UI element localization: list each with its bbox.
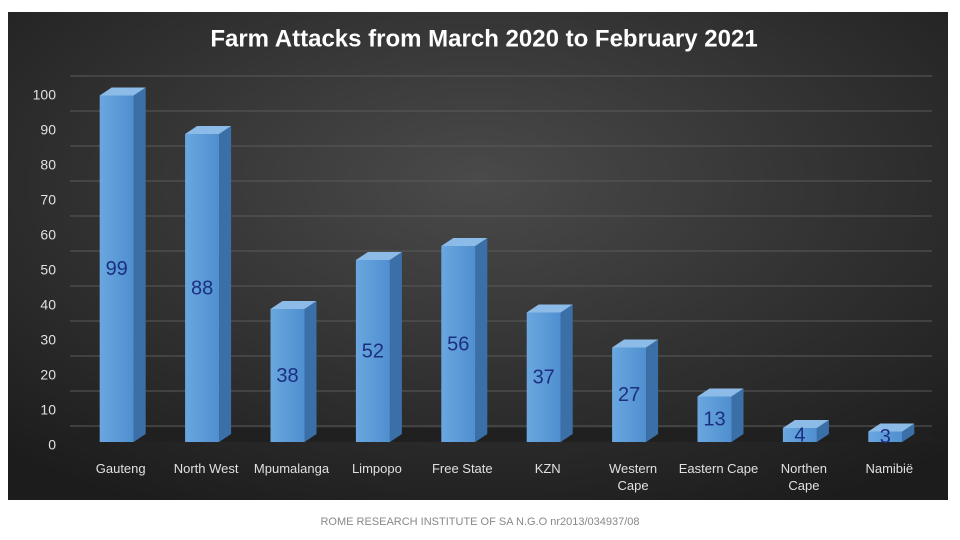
data-label: 99 <box>106 258 128 280</box>
bar-top <box>99 87 146 96</box>
bar-top <box>270 301 317 309</box>
bar-top <box>441 238 488 246</box>
bar-side <box>219 126 232 442</box>
y-tick-label: 10 <box>40 402 56 418</box>
x-tick-label: Gauteng <box>95 461 146 476</box>
chart-title: Farm Attacks from March 2020 to February… <box>210 25 757 52</box>
data-label: 56 <box>447 333 469 355</box>
x-tick-label: KZN <box>534 461 561 476</box>
bar-top <box>868 423 915 432</box>
y-tick-label: 0 <box>48 437 56 453</box>
bar <box>99 95 134 442</box>
bar-side <box>816 420 829 442</box>
x-tick-label: Eastern Cape <box>678 461 759 476</box>
bar-side <box>902 423 915 442</box>
y-tick-label: 40 <box>40 297 56 313</box>
y-tick-label: 80 <box>40 157 56 173</box>
bar <box>526 312 561 442</box>
bar-side <box>133 87 146 442</box>
data-label: 37 <box>533 367 555 389</box>
bar-side <box>475 238 488 442</box>
bar-top <box>697 388 744 397</box>
data-label: 13 <box>703 409 725 431</box>
bar <box>270 309 305 442</box>
data-label: 88 <box>191 277 213 299</box>
source-note: ROME RESEARCH INSTITUTE OF SA N.G.O nr20… <box>320 516 640 528</box>
data-label: 3 <box>880 426 891 448</box>
bar-top <box>782 420 829 428</box>
data-label: 52 <box>362 340 384 362</box>
bar-side <box>304 301 317 442</box>
x-tick-label: Mpumalanga <box>253 461 330 476</box>
x-tick-label: Western Cape <box>609 461 658 493</box>
data-label: 4 <box>794 424 805 446</box>
y-tick-label: 50 <box>40 262 56 278</box>
x-tick-label: Northen Cape <box>780 461 828 493</box>
bar-top <box>355 252 402 260</box>
y-tick-label: 30 <box>40 332 56 348</box>
bar <box>612 347 647 442</box>
y-tick-label: 20 <box>40 367 56 383</box>
bar <box>697 396 732 442</box>
bar <box>441 246 476 442</box>
bar-side <box>646 339 659 442</box>
bar <box>355 260 390 442</box>
bar-side <box>731 388 744 442</box>
data-label: 38 <box>276 365 298 387</box>
x-tick-label: Free State <box>431 461 493 476</box>
y-tick-label: 100 <box>33 87 57 103</box>
x-tick-label: Namibië <box>865 461 914 476</box>
bar-side <box>560 304 573 442</box>
x-tick-label: North West <box>173 461 239 476</box>
x-tick-label: Limpopo <box>351 461 402 476</box>
bar-side <box>389 252 402 442</box>
y-tick-label: 60 <box>40 227 56 243</box>
bar <box>782 428 817 442</box>
bar-top <box>612 339 659 348</box>
data-label: 27 <box>618 384 640 406</box>
bar-top <box>526 304 573 313</box>
y-tick-label: 70 <box>40 192 56 208</box>
y-tick-label: 90 <box>40 122 56 138</box>
bar <box>868 431 903 442</box>
bar-top <box>185 126 232 134</box>
bar <box>185 134 220 442</box>
